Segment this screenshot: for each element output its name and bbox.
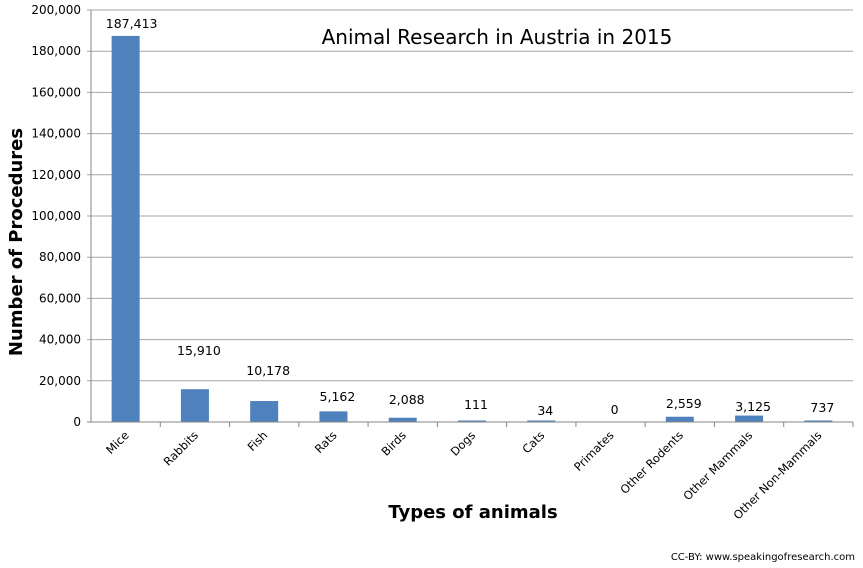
labels: 0 20,000 40,000 60,000 80,000 100,000 120,000 1… <box>31 3 834 522</box>
y-tick-label: 140,000 <box>31 127 81 141</box>
x-tick-label: Cats <box>519 428 547 456</box>
data-label: 2,088 <box>389 392 425 407</box>
data-label: 10,178 <box>246 363 290 378</box>
credit-text: CC-BY: www.speakingofresearch.com <box>671 552 855 563</box>
data-label: 15,910 <box>177 343 221 358</box>
y-tick-label: 100,000 <box>31 209 81 223</box>
data-label: 737 <box>810 400 834 415</box>
y-tick-label: 160,000 <box>31 85 81 99</box>
x-axis-label: Types of animals <box>388 502 557 523</box>
bar-other-mammals <box>735 415 764 422</box>
data-label: 3,125 <box>735 399 771 414</box>
bar-rats <box>319 411 348 422</box>
bar-rabbits <box>180 389 209 422</box>
axes <box>87 10 854 427</box>
y-tick-label: 60,000 <box>39 291 81 305</box>
bar-other-non-mammals <box>804 420 833 422</box>
y-tick-label: 20,000 <box>39 374 81 388</box>
data-label: 187,413 <box>106 16 158 31</box>
x-tick-label: Other Rodents <box>617 428 686 497</box>
y-tick-label: 120,000 <box>31 168 81 182</box>
bar-birds <box>388 417 417 422</box>
data-label: 2,559 <box>666 396 702 411</box>
x-tick-label: Primates <box>571 428 617 474</box>
y-axis-label: Number of Procedures <box>6 128 27 356</box>
data-label: 0 <box>611 402 619 417</box>
y-tick-label: 180,000 <box>31 44 81 58</box>
y-tick-label: 0 <box>73 415 81 429</box>
bar-dogs <box>458 420 486 422</box>
chart-title: Animal Research in Austria in 2015 <box>322 25 673 49</box>
x-tick-label: Dogs <box>448 428 479 459</box>
y-tick-label: 200,000 <box>31 3 81 17</box>
bar-fish <box>250 401 279 422</box>
x-tick-label: Rabbits <box>161 428 201 468</box>
x-tick-label: Fish <box>245 428 271 454</box>
data-label: 111 <box>464 397 488 412</box>
gridlines <box>87 9 853 382</box>
x-tick-label: Rats <box>312 428 340 456</box>
bar-other-rodents <box>665 416 694 422</box>
y-tick-label: 80,000 <box>39 250 81 264</box>
bar-cats <box>527 420 556 422</box>
y-tick-label: 40,000 <box>39 333 81 347</box>
x-tick-label: Mice <box>103 428 132 457</box>
x-tick-label: Birds <box>379 428 409 458</box>
bar-mice <box>111 35 140 422</box>
bars <box>111 35 833 422</box>
data-label: 5,162 <box>320 389 356 404</box>
data-label: 34 <box>537 403 553 418</box>
x-tick-label: Other Mammals <box>680 428 755 503</box>
